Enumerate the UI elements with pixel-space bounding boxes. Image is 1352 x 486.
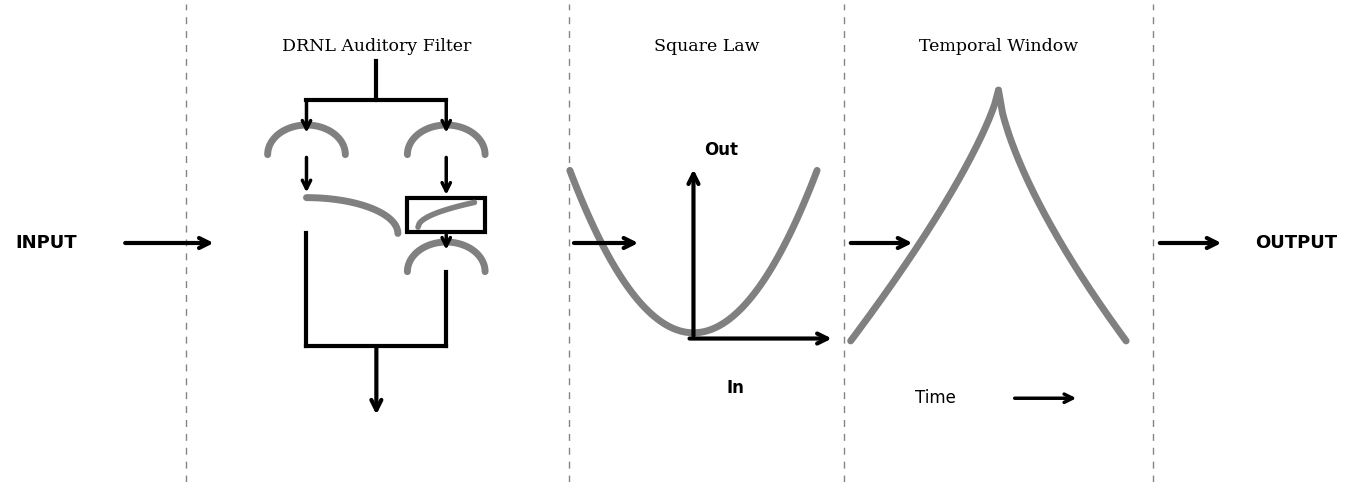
Text: Temporal Window: Temporal Window — [919, 37, 1078, 54]
Text: Out: Out — [704, 141, 738, 159]
Text: Time: Time — [915, 389, 956, 407]
Text: In: In — [727, 379, 745, 397]
Text: DRNL Auditory Filter: DRNL Auditory Filter — [281, 37, 470, 54]
Bar — [407, 198, 485, 232]
Text: Square Law: Square Law — [654, 37, 760, 54]
Text: INPUT: INPUT — [15, 234, 77, 252]
Text: OUTPUT: OUTPUT — [1255, 234, 1337, 252]
